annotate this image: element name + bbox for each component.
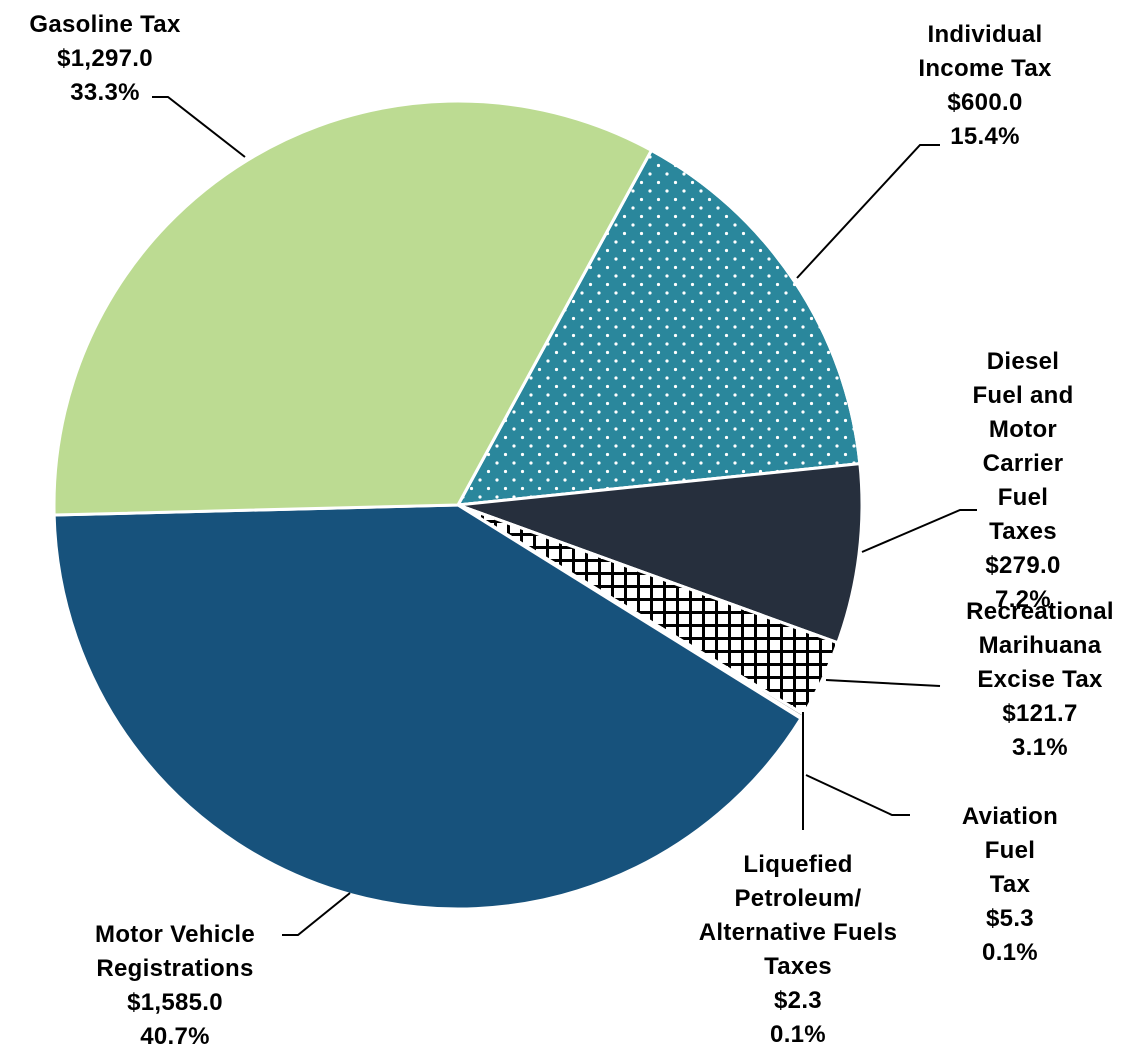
percent-label: 15.4% (950, 123, 1020, 150)
category-label: Individual Income Tax (918, 21, 1052, 82)
category-label: Aviation Fuel Tax (961, 803, 1059, 898)
leader-lines (152, 96, 977, 936)
value-label: $1,585.0 (127, 989, 223, 1016)
value-label: $121.7 (1002, 700, 1078, 727)
pie-slice-hatch (455, 148, 862, 507)
percent-label: 0.1% (770, 1021, 826, 1048)
pie-slice (457, 461, 864, 645)
percent-label: 0.1% (982, 939, 1038, 966)
percent-label: 3.1% (1012, 734, 1068, 761)
value-label: $1,297.0 (57, 45, 153, 72)
pie-slice (52, 503, 804, 911)
percent-label: 7.2% (995, 586, 1051, 613)
slice-label: Individual Income Tax $600.0 15.4% (918, 18, 1051, 154)
leader-line (805, 774, 910, 816)
slices (52, 99, 864, 911)
leader-line (796, 144, 940, 279)
slice-label: Liquefied Petroleum/ Alternative Fuels T… (699, 848, 898, 1052)
category-label: Motor Vehicle Registrations (95, 921, 255, 982)
value-label: $600.0 (947, 89, 1023, 116)
value-label: $279.0 (985, 552, 1061, 579)
leader-line (152, 96, 246, 158)
percent-label: 33.3% (70, 79, 140, 106)
slice-label: Motor Vehicle Registrations $1,585.0 40.7% (95, 918, 255, 1054)
pie-slice (52, 99, 654, 517)
slice-label: Gasoline Tax $1,297.0 33.3% (29, 8, 180, 110)
leader-line (825, 679, 941, 687)
slice-label: Recreational Marihuana Excise Tax $121.7 3… (966, 595, 1114, 765)
slice-label: Diesel Fuel and Motor Carrier Fuel Taxes… (961, 345, 1086, 617)
category-label: Diesel Fuel and Motor Carrier Fuel Taxes (972, 348, 1074, 545)
category-label: Recreational Marihuana Excise Tax (966, 598, 1114, 693)
category-label: Liquefied Petroleum/ Alternative Fuels T… (698, 851, 898, 980)
leader-line (282, 892, 351, 936)
value-label: $5.3 (986, 905, 1034, 932)
value-label: $2.3 (774, 987, 822, 1014)
slice-label: Aviation Fuel Tax $5.3 0.1% (941, 800, 1079, 970)
leader-line (861, 509, 977, 553)
category-label: Gasoline Tax (29, 11, 181, 38)
percent-label: 40.7% (140, 1023, 210, 1050)
